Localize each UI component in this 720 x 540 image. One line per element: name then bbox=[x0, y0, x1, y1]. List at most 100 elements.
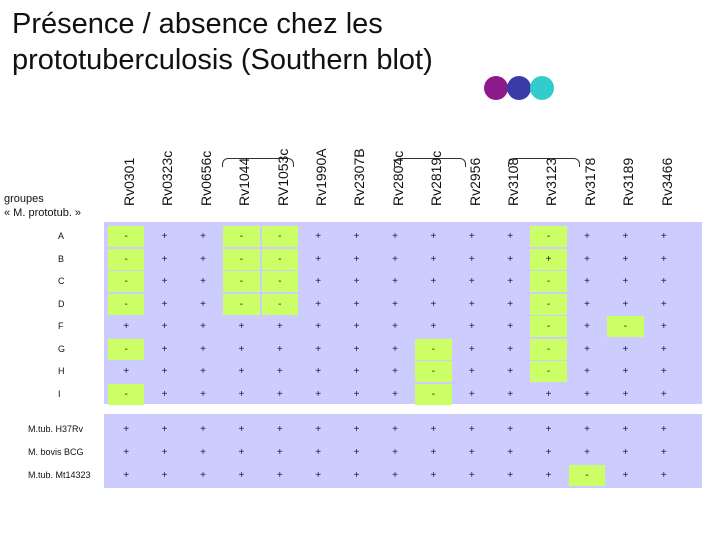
table-cell: + bbox=[200, 231, 206, 242]
table-cell: + bbox=[468, 276, 475, 287]
table-cell: + bbox=[392, 298, 398, 310]
row-label: M. bovis BCG bbox=[28, 447, 84, 457]
table-cell: - bbox=[223, 293, 260, 315]
table-cell: + bbox=[468, 298, 475, 310]
table-cell: + bbox=[660, 366, 667, 377]
table-cell: + bbox=[507, 447, 514, 458]
table-cell: + bbox=[430, 321, 437, 332]
table-cell: + bbox=[238, 366, 245, 377]
bracket-rv2804c-rv2819c bbox=[394, 158, 466, 167]
table-cell: + bbox=[430, 470, 437, 481]
column-header-rv3466: Rv3466 bbox=[654, 90, 678, 224]
table-cell: + bbox=[200, 253, 206, 265]
table-cell: + bbox=[660, 253, 667, 265]
table-cell: + bbox=[468, 388, 475, 400]
table-cell: + bbox=[200, 276, 206, 287]
table-cell: + bbox=[468, 253, 475, 265]
table-cell: + bbox=[392, 343, 398, 355]
column-header-rv0301: Rv0301 bbox=[116, 90, 140, 224]
groups-table bbox=[104, 222, 702, 404]
table-cell: + bbox=[315, 366, 322, 377]
column-header-label: Rv3178 bbox=[581, 157, 598, 206]
table-cell: + bbox=[468, 366, 475, 377]
table-cell: + bbox=[660, 276, 667, 287]
table-cell: + bbox=[276, 424, 283, 435]
table-cell: + bbox=[200, 424, 206, 435]
table-cell: + bbox=[161, 424, 168, 435]
table-cell: - bbox=[261, 248, 298, 270]
table-cell: + bbox=[507, 298, 514, 310]
row-label: G bbox=[58, 343, 66, 354]
purple-dot-icon bbox=[484, 76, 508, 100]
blue-dot-icon bbox=[507, 76, 531, 100]
table-cell: + bbox=[584, 424, 590, 435]
table-cell: + bbox=[430, 424, 437, 435]
groups-label: groupes « M. prototub. » bbox=[4, 192, 81, 220]
table-cell: + bbox=[622, 276, 629, 287]
column-header-rv2804c: Rv2804c bbox=[385, 90, 409, 224]
column-header-label: Rv3189 bbox=[620, 157, 637, 206]
groups-label-line-2: « M. prototub. » bbox=[4, 207, 82, 219]
table-cell: + bbox=[353, 231, 360, 242]
table-cell: + bbox=[200, 388, 206, 400]
table-cell: + bbox=[161, 321, 168, 332]
table-cell: + bbox=[660, 447, 667, 458]
table-cell: + bbox=[276, 388, 283, 400]
title-line-2: prototuberculosis (Southern blot) bbox=[12, 44, 433, 76]
table-cell: + bbox=[161, 298, 168, 310]
table-cell: + bbox=[315, 321, 322, 332]
row-label: A bbox=[58, 231, 65, 241]
column-header-rv2819c: Rv2819c bbox=[423, 90, 447, 224]
row-label: D bbox=[58, 298, 65, 309]
column-header-rv3123: Rv3123 bbox=[538, 90, 562, 224]
column-header-label: Rv0301 bbox=[121, 157, 137, 206]
table-cell: - bbox=[223, 271, 260, 292]
table-cell: + bbox=[430, 298, 437, 310]
table-cell: + bbox=[161, 343, 168, 355]
table-cell: - bbox=[568, 465, 606, 486]
table-cell: + bbox=[584, 298, 590, 310]
table-cell: + bbox=[315, 343, 322, 355]
table-cell: + bbox=[545, 470, 552, 481]
column-header-rv2307b: Rv2307B bbox=[346, 90, 370, 224]
table-cell: + bbox=[161, 388, 168, 400]
table-cell: - bbox=[415, 383, 452, 405]
table-cell: + bbox=[392, 321, 398, 332]
column-header-label: Rv3123 bbox=[543, 157, 560, 206]
cyan-dot-icon bbox=[530, 76, 554, 100]
table-cell: - bbox=[108, 271, 145, 292]
row-label: M.tub. H37Rv bbox=[28, 424, 84, 434]
table-cell: + bbox=[161, 276, 168, 287]
table-cell: + bbox=[161, 366, 168, 377]
table-cell: + bbox=[315, 253, 322, 265]
table-cell: + bbox=[353, 321, 360, 332]
table-cell: + bbox=[622, 343, 629, 355]
table-cell: - bbox=[530, 316, 567, 337]
table-cell: + bbox=[392, 447, 398, 458]
table-cell: + bbox=[507, 424, 514, 435]
table-cell: + bbox=[200, 366, 206, 377]
table-cell: + bbox=[660, 298, 667, 310]
row-label: M.tub. Mt14323 bbox=[28, 470, 91, 480]
table-cell: - bbox=[530, 338, 567, 360]
table-cell: + bbox=[660, 424, 667, 435]
table-cell: - bbox=[108, 338, 145, 360]
table-cell: + bbox=[507, 388, 514, 400]
table-cell: + bbox=[430, 253, 437, 265]
column-header-rv3189: Rv3189 bbox=[615, 90, 639, 224]
column-header-label: Rv2804c bbox=[389, 150, 406, 206]
table-cell: + bbox=[238, 321, 245, 332]
table-cell: + bbox=[238, 447, 245, 458]
table-cell: + bbox=[200, 470, 206, 481]
table-cell: - bbox=[261, 293, 298, 315]
table-cell: + bbox=[660, 321, 667, 332]
title-line-1: Présence / absence chez les bbox=[12, 8, 383, 40]
table-cell: + bbox=[622, 470, 629, 481]
table-cell: + bbox=[123, 470, 130, 481]
table-cell: + bbox=[200, 298, 206, 310]
table-cell: + bbox=[622, 447, 629, 458]
column-header-rv1044: Rv1044 bbox=[231, 90, 255, 224]
table-cell: + bbox=[507, 276, 514, 287]
table-cell: + bbox=[430, 276, 437, 287]
row-label: I bbox=[58, 388, 61, 399]
